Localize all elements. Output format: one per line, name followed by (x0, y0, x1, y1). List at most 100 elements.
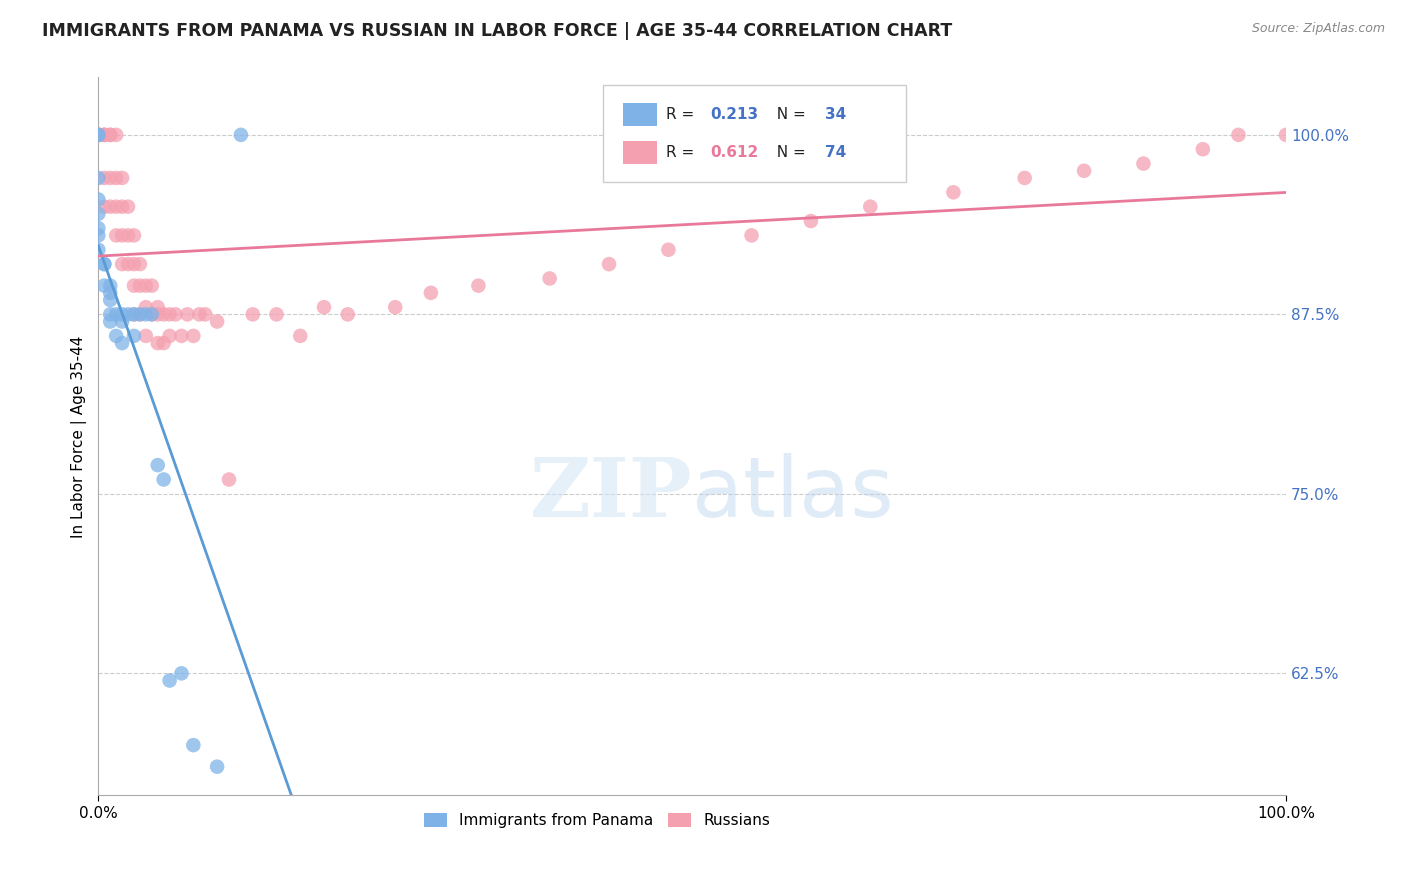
Point (93, 200, 115, 214)
Point (111, 257, 134, 271)
Point (111, 170, 134, 185)
Point (146, 336, 169, 351)
Point (205, 314, 228, 328)
Point (218, 473, 240, 487)
Point (117, 200, 139, 214)
Point (122, 257, 145, 271)
Point (105, 128, 128, 142)
Point (117, 307, 139, 321)
Point (141, 307, 163, 321)
Point (419, 285, 441, 300)
Point (1073, 163, 1095, 178)
Point (165, 307, 187, 321)
Text: R =: R = (666, 145, 699, 161)
Point (87, 128, 110, 142)
FancyBboxPatch shape (603, 85, 905, 182)
Point (741, 228, 763, 243)
Point (111, 200, 134, 214)
Point (87, 128, 110, 142)
Point (800, 214, 823, 228)
Point (467, 278, 489, 293)
Point (87, 128, 110, 142)
Point (159, 673, 181, 688)
Point (87, 207, 110, 221)
Point (98, 128, 121, 142)
Point (384, 300, 406, 314)
Text: R =: R = (666, 107, 699, 122)
Text: atlas: atlas (692, 453, 894, 534)
Point (1014, 170, 1036, 185)
Point (111, 307, 134, 321)
Point (98, 200, 121, 214)
Point (205, 760, 228, 774)
Point (141, 307, 163, 321)
Point (129, 257, 152, 271)
Point (105, 228, 128, 243)
Text: N =: N = (768, 107, 811, 122)
Text: 0.612: 0.612 (710, 145, 758, 161)
Point (194, 307, 217, 321)
Point (98, 314, 121, 328)
Point (229, 128, 252, 142)
Point (87, 170, 110, 185)
Point (87, 128, 110, 142)
Point (98, 278, 121, 293)
Point (188, 307, 211, 321)
Point (122, 228, 145, 243)
Text: 34: 34 (825, 107, 846, 122)
Point (176, 307, 198, 321)
Point (135, 300, 157, 314)
Point (135, 329, 157, 343)
Point (266, 307, 288, 321)
Point (1275, 128, 1298, 142)
Point (657, 243, 679, 257)
Point (183, 329, 205, 343)
Point (93, 257, 115, 271)
Point (242, 307, 264, 321)
Point (170, 666, 193, 681)
Point (152, 336, 174, 351)
Point (129, 307, 152, 321)
Text: N =: N = (768, 145, 811, 161)
Point (105, 329, 128, 343)
Y-axis label: In Labor Force | Age 35-44: In Labor Force | Age 35-44 (72, 335, 87, 538)
Point (111, 228, 134, 243)
Text: IMMIGRANTS FROM PANAMA VS RUSSIAN IN LABOR FORCE | AGE 35-44 CORRELATION CHART: IMMIGRANTS FROM PANAMA VS RUSSIAN IN LAB… (42, 22, 952, 40)
Point (122, 329, 145, 343)
Point (87, 128, 110, 142)
Point (122, 307, 145, 321)
Text: 0.213: 0.213 (710, 107, 758, 122)
Point (98, 128, 121, 142)
Point (1227, 128, 1250, 142)
Point (105, 200, 128, 214)
Point (336, 307, 359, 321)
Point (152, 307, 174, 321)
Point (159, 329, 181, 343)
Point (87, 193, 110, 207)
Point (87, 128, 110, 142)
Point (170, 329, 193, 343)
Point (111, 314, 134, 328)
Point (98, 170, 121, 185)
Point (146, 458, 169, 472)
Point (105, 170, 128, 185)
Point (183, 738, 205, 752)
Point (87, 221, 110, 235)
Point (93, 128, 115, 142)
Point (111, 336, 134, 351)
Point (146, 300, 169, 314)
Point (93, 278, 115, 293)
Point (87, 228, 110, 243)
Point (93, 128, 115, 142)
Point (312, 300, 335, 314)
Point (98, 307, 121, 321)
Point (122, 307, 145, 321)
Point (93, 257, 115, 271)
Point (117, 257, 139, 271)
FancyBboxPatch shape (623, 141, 657, 164)
FancyBboxPatch shape (623, 103, 657, 127)
Point (87, 128, 110, 142)
Point (159, 307, 181, 321)
Point (1191, 142, 1213, 156)
Point (152, 473, 174, 487)
